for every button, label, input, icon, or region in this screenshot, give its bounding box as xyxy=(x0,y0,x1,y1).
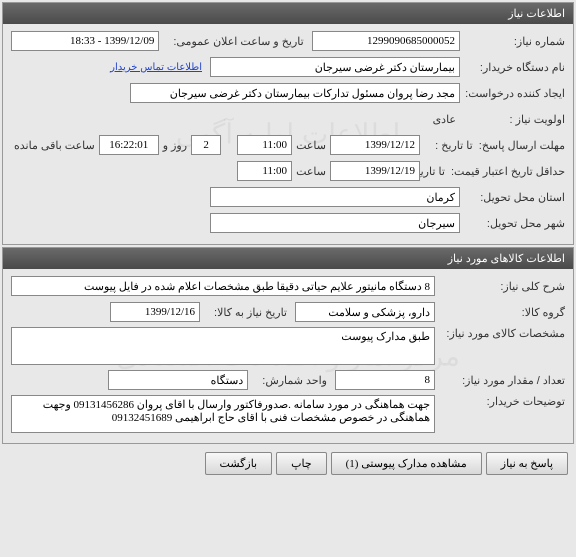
buyer-desc-label: توضیحات خریدار: xyxy=(435,395,565,408)
req-num-label: شماره نیاز: xyxy=(460,35,565,48)
deadline-time-field[interactable] xyxy=(237,135,292,155)
print-button[interactable]: چاپ xyxy=(276,452,327,475)
desc-label: شرح کلی نیاز: xyxy=(435,280,565,293)
countdown-field[interactable] xyxy=(99,135,159,155)
priority-label: اولویت نیاز : xyxy=(460,113,565,126)
priority-value: عادی xyxy=(429,113,460,126)
group-field[interactable] xyxy=(295,302,435,322)
group-label: گروه کالا: xyxy=(435,306,565,319)
city-label: شهر محل تحویل: xyxy=(460,217,565,230)
province-field[interactable] xyxy=(210,187,460,207)
back-button[interactable]: بازگشت xyxy=(205,452,273,475)
qty-field[interactable] xyxy=(335,370,435,390)
time-label-2: ساعت xyxy=(292,165,330,178)
min-valid-label: حداقل تاریخ اعتبار قیمت: تا تاریخ : xyxy=(420,165,565,178)
valid-date-field[interactable] xyxy=(330,161,420,181)
need-date-field[interactable] xyxy=(110,302,200,322)
remain-label: ساعت باقی مانده xyxy=(10,139,99,152)
unit-label: واحد شمارش: xyxy=(256,374,327,387)
need-info-header: اطلاعات نیاز xyxy=(3,3,573,24)
attachments-button[interactable]: مشاهده مدارک پیوستی (1) xyxy=(331,452,482,475)
respond-button[interactable]: پاسخ به نیاز xyxy=(486,452,568,475)
dev-name-field[interactable] xyxy=(210,57,460,77)
days-label: روز و xyxy=(159,139,191,152)
qty-label: تعداد / مقدار مورد نیاز: xyxy=(435,374,565,387)
desc-field[interactable] xyxy=(11,276,435,296)
province-label: استان محل تحویل: xyxy=(460,191,565,204)
city-field[interactable] xyxy=(210,213,460,233)
time-label-1: ساعت xyxy=(292,139,330,152)
announce-label: تاریخ و ساعت اعلان عمومی: xyxy=(167,35,303,48)
dev-name-label: نام دستگاه خریدار: xyxy=(460,61,565,74)
spec-field[interactable] xyxy=(11,327,435,365)
days-field[interactable] xyxy=(191,135,221,155)
creator-field[interactable] xyxy=(130,83,460,103)
button-row: پاسخ به نیاز مشاهده مدارک پیوستی (1) چاپ… xyxy=(0,446,576,481)
goods-info-panel: اطلاعات کالاهای مورد نیاز مرکز آمار و اط… xyxy=(2,247,574,444)
need-info-panel: اطلاعات نیاز اطلاعات اولیه آگهی شماره نی… xyxy=(2,2,574,245)
spec-label: مشخصات کالای مورد نیاز: xyxy=(435,327,565,340)
need-date-label: تاریخ نیاز به کالا: xyxy=(208,306,287,319)
deadline-date-field[interactable] xyxy=(330,135,420,155)
goods-info-header: اطلاعات کالاهای مورد نیاز xyxy=(3,248,573,269)
contact-link[interactable]: اطلاعات تماس خریدار xyxy=(110,62,202,73)
announce-field[interactable] xyxy=(11,31,159,51)
creator-label: ایجاد کننده درخواست: xyxy=(460,87,565,100)
unit-field[interactable] xyxy=(108,370,248,390)
buyer-desc-field[interactable] xyxy=(11,395,435,433)
valid-time-field[interactable] xyxy=(237,161,292,181)
req-num-field[interactable] xyxy=(312,31,460,51)
deadline-label: مهلت ارسال پاسخ: تا تاریخ : xyxy=(420,139,565,152)
